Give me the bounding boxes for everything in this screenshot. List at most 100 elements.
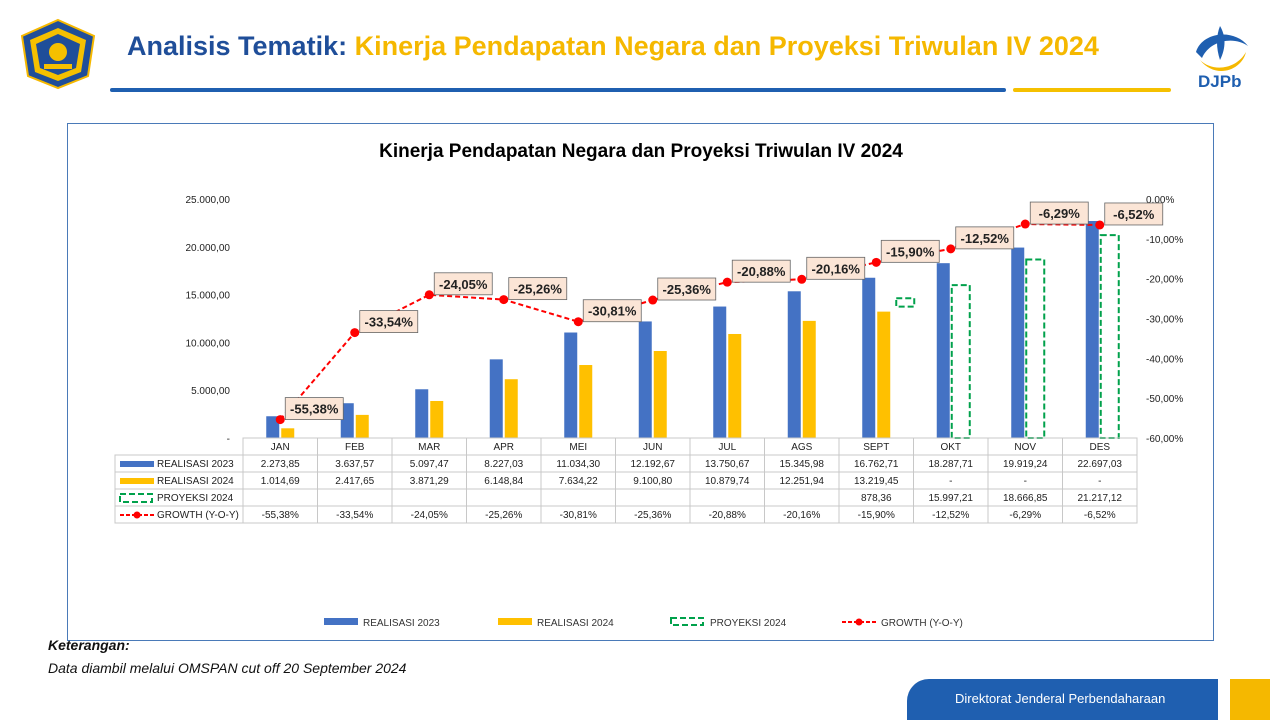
legend-swatch-realisasi-2024 (498, 618, 532, 625)
legend-swatch-proyeksi-2024 (670, 617, 704, 626)
footer-accent (1230, 679, 1270, 720)
djpb-brand-text: DJPb (1198, 72, 1242, 91)
bar-realisasi-2023 (1011, 247, 1025, 438)
table-cell: 8.227,03 (484, 459, 523, 470)
legend-label: GROWTH (Y-O-Y) (881, 618, 963, 629)
table-cell: 13.219,45 (854, 476, 899, 487)
table-cell: 3.637,57 (335, 459, 374, 470)
bar-realisasi-2024 (281, 428, 295, 438)
growth-data-label: -6,29% (1039, 206, 1081, 221)
table-cell: 5.097,47 (410, 459, 449, 470)
table-cell: - (949, 476, 952, 487)
growth-label-box (359, 310, 419, 334)
table-cell: 21.217,12 (1078, 493, 1123, 504)
table-cell: 15.345,98 (780, 459, 825, 470)
growth-label-box (1029, 201, 1089, 225)
bar-realisasi-2023 (862, 277, 876, 438)
bar-realisasi-2023 (340, 403, 354, 438)
growth-data-label: -15,90% (886, 244, 935, 259)
table-cell: - (1024, 476, 1027, 487)
x-tick-label: APR (493, 442, 514, 453)
table-cell: -55,38% (262, 510, 299, 521)
bar-realisasi-2024 (802, 320, 816, 438)
bar-proyeksi-2024 (895, 297, 916, 308)
growth-data-label: -20,88% (737, 264, 786, 279)
bar-realisasi-2023 (564, 332, 578, 438)
table-cell: 16.762,71 (854, 459, 899, 470)
legend-swatch-realisasi-2023 (324, 618, 358, 625)
x-tick-label: FEB (345, 442, 365, 453)
growth-point (1095, 220, 1105, 230)
x-tick-label: MEI (569, 442, 587, 453)
table-series-name: REALISASI 2024 (157, 476, 234, 487)
table-cell: -20,88% (709, 510, 746, 521)
table-cell: 2.417,65 (335, 476, 374, 487)
x-tick-label: MAR (418, 442, 440, 453)
bar-realisasi-2024 (579, 365, 593, 438)
y2-tick-label: -30,00% (1146, 315, 1183, 326)
growth-label-box (955, 226, 1015, 250)
table-cell: 15.997,21 (929, 493, 974, 504)
y2-tick-label: -50,00% (1146, 394, 1183, 405)
footer-text: Direktorat Jenderal Perbendaharaan (955, 691, 1166, 706)
legend-key-realisasi-2024 (120, 478, 154, 484)
bar-realisasi-2023 (415, 389, 429, 438)
bar-realisasi-2024 (877, 311, 891, 438)
bar-realisasi-2024 (728, 333, 742, 438)
table-cell: 1.014,69 (261, 476, 300, 487)
growth-label-box (657, 277, 717, 301)
growth-data-label: -25,26% (514, 282, 563, 297)
revenue-chart: Kinerja Pendapatan Negara dan Proyeksi T… (114, 141, 1183, 629)
y2-tick-label: -40,00% (1146, 354, 1183, 365)
y-tick-label: 25.000,00 (186, 195, 231, 206)
growth-point (573, 317, 583, 327)
table-cell: 11.034,30 (556, 459, 600, 470)
legend-key-realisasi-2023 (120, 461, 154, 467)
chart-frame: Kinerja Pendapatan Negara dan Proyeksi T… (67, 123, 1214, 641)
growth-data-label: -24,05% (439, 277, 488, 292)
growth-point (871, 257, 881, 267)
growth-data-label: -55,38% (290, 402, 339, 417)
growth-point (1020, 219, 1030, 229)
djpb-logo (1196, 26, 1248, 72)
growth-label-box (806, 256, 866, 280)
growth-point (722, 277, 732, 287)
table-cell: -6,29% (1009, 510, 1041, 521)
growth-label-box (1104, 202, 1164, 226)
header-divider-yellow (1013, 88, 1171, 92)
table-series-name: GROWTH (Y-O-Y) (157, 510, 239, 521)
table-cell: 6.148,84 (484, 476, 523, 487)
bar-realisasi-2023 (489, 359, 503, 438)
table-cell: 878,36 (861, 493, 892, 504)
table-cell: 7.634,22 (559, 476, 598, 487)
y2-tick-label: 0,00% (1146, 195, 1174, 206)
x-tick-label: JUL (718, 442, 736, 453)
y-tick-label: 10.000,00 (186, 338, 231, 349)
y2-tick-label: -60,00% (1146, 434, 1183, 445)
growth-point (499, 295, 509, 305)
y2-tick-label: -10,00% (1146, 235, 1183, 246)
table-cell: -20,16% (783, 510, 820, 521)
table-cell: -33,54% (336, 510, 373, 521)
table-cell: 13.750,67 (705, 459, 750, 470)
growth-point (946, 244, 956, 254)
legend-swatch-growth-marker (855, 618, 863, 626)
table-cell: 12.251,94 (780, 476, 825, 487)
bar-proyeksi-2024 (1025, 258, 1046, 439)
legend-key-proyeksi-2024 (119, 493, 153, 503)
growth-point (350, 328, 360, 338)
table-series-name: REALISASI 2023 (157, 459, 234, 470)
growth-data-label: -30,81% (588, 304, 637, 319)
bar-realisasi-2023 (1085, 221, 1099, 438)
table-cell: 18.287,71 (929, 459, 974, 470)
table-row (114, 505, 1138, 524)
table-cell: 19.919,24 (1003, 459, 1048, 470)
growth-point (424, 290, 434, 300)
table-row (114, 488, 1138, 507)
header-divider-blue (110, 88, 1006, 92)
growth-label-box (284, 397, 344, 420)
bar-realisasi-2023 (638, 321, 652, 438)
y-tick-label: 15.000,00 (186, 291, 231, 302)
bar-realisasi-2023 (936, 263, 950, 438)
bar-realisasi-2023 (787, 291, 801, 438)
